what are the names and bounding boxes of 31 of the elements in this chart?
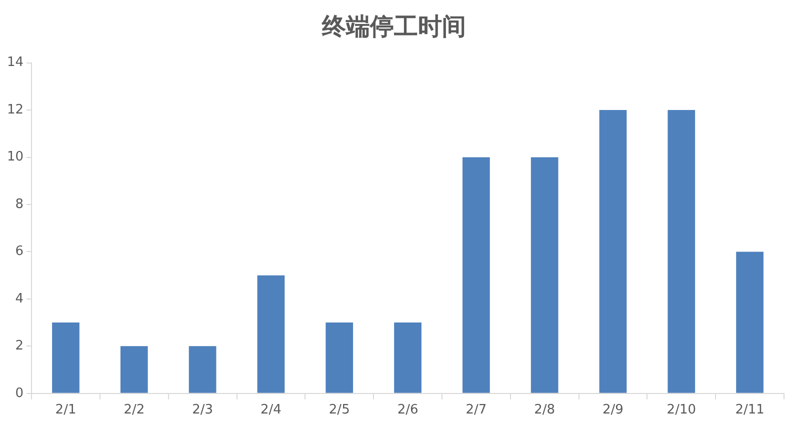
bar	[736, 252, 764, 393]
x-tick-label: 2/4	[260, 402, 282, 418]
bar	[394, 322, 422, 393]
x-tick-label: 2/8	[534, 402, 556, 418]
y-tick-label: 10	[6, 150, 24, 165]
x-tick-label: 2/5	[328, 402, 350, 418]
y-tick-label: 12	[6, 102, 24, 118]
x-tick-label: 2/1	[55, 402, 76, 418]
bar	[257, 275, 285, 393]
x-tick-label: 2/2	[124, 402, 145, 418]
y-tick-label: 14	[6, 55, 24, 70]
y-tick-label: 0	[15, 386, 24, 401]
bar	[462, 157, 490, 393]
bar	[188, 346, 216, 393]
x-tick-label: 2/6	[397, 402, 418, 418]
bar	[120, 346, 148, 393]
bar	[530, 157, 558, 393]
y-tick-label: 4	[15, 291, 24, 306]
y-tick-label: 8	[15, 196, 24, 212]
bar	[668, 110, 696, 393]
y-tick-label: 6	[15, 244, 24, 260]
bar	[599, 110, 627, 393]
chart-title: 终端停工时间	[321, 12, 466, 41]
bar	[52, 322, 80, 393]
x-tick-label: 2/10	[666, 402, 696, 418]
x-tick-label: 2/3	[192, 402, 214, 418]
bar	[326, 322, 354, 393]
x-tick-label: 2/9	[602, 402, 624, 418]
x-tick-label: 2/7	[466, 402, 487, 418]
y-tick-label: 2	[15, 338, 24, 354]
x-tick-label: 2/11	[735, 402, 764, 418]
